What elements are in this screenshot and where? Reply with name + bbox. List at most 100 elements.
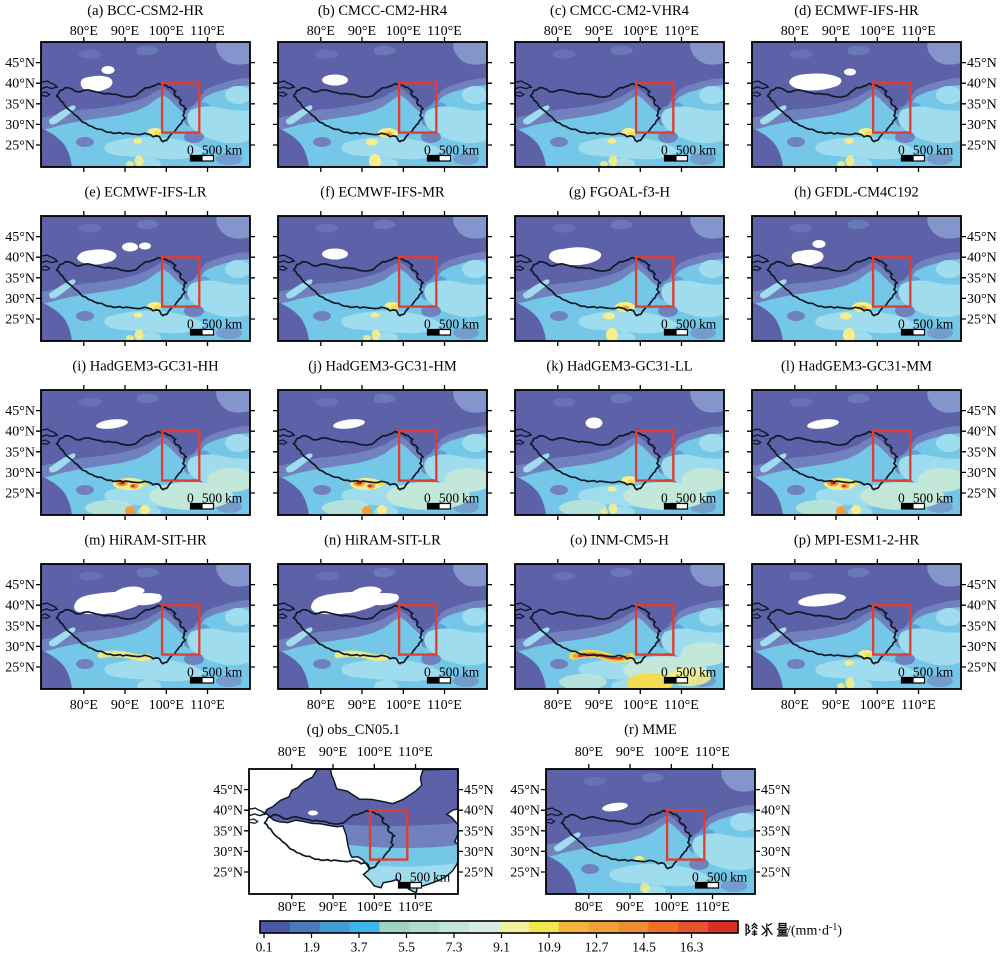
svg-text:45°N: 45°N	[5, 56, 35, 71]
svg-text:80°E: 80°E	[781, 698, 809, 713]
svg-text:35°N: 35°N	[464, 824, 494, 839]
svg-text:(b) CMCC-CM2-HR4: (b) CMCC-CM2-HR4	[318, 3, 448, 19]
svg-text:25°N: 25°N	[761, 866, 791, 881]
svg-text:25°N: 25°N	[967, 313, 997, 328]
svg-text:(e) ECMWF-IFS-LR: (e) ECMWF-IFS-LR	[84, 185, 206, 201]
svg-text:110°E: 110°E	[398, 900, 433, 915]
svg-text:30°N: 30°N	[5, 118, 35, 133]
svg-text:45°N: 45°N	[761, 783, 791, 798]
svg-text:(n) HiRAM-SIT-LR: (n) HiRAM-SIT-LR	[324, 533, 441, 549]
svg-text:110°E: 110°E	[427, 24, 462, 39]
svg-text:35°N: 35°N	[5, 97, 35, 112]
svg-text:(o) INM-CM5-H: (o) INM-CM5-H	[570, 533, 669, 549]
svg-text:25°N: 25°N	[510, 866, 540, 881]
svg-text:45°N: 45°N	[213, 783, 243, 798]
svg-text:30°N: 30°N	[213, 845, 243, 860]
svg-text:30°N: 30°N	[5, 640, 35, 655]
svg-text:(h) GFDL-CM4C192: (h) GFDL-CM4C192	[794, 185, 918, 201]
svg-text:30°N: 30°N	[464, 845, 494, 860]
svg-text:35°N: 35°N	[5, 271, 35, 286]
svg-text:100°E: 100°E	[860, 698, 895, 713]
svg-text:5.5: 5.5	[398, 940, 415, 955]
svg-text:(k) HadGEM3-GC31-LL: (k) HadGEM3-GC31-LL	[546, 359, 692, 375]
svg-text:90°E: 90°E	[822, 24, 850, 39]
svg-text:80°E: 80°E	[544, 24, 572, 39]
svg-text:25°N: 25°N	[5, 139, 35, 154]
svg-text:7.3: 7.3	[446, 940, 463, 955]
svg-text:90°E: 90°E	[111, 24, 139, 39]
svg-text:40°N: 40°N	[5, 599, 35, 614]
svg-text:90°E: 90°E	[585, 698, 613, 713]
svg-text:25°N: 25°N	[5, 661, 35, 676]
svg-text:/(mm·d-1): /(mm·d-1)	[787, 922, 842, 939]
svg-text:100°E: 100°E	[357, 900, 392, 915]
svg-text:30°N: 30°N	[510, 845, 540, 860]
svg-text:100°E: 100°E	[623, 24, 658, 39]
svg-text:(j) HadGEM3-GC31-HM: (j) HadGEM3-GC31-HM	[308, 359, 457, 375]
svg-text:35°N: 35°N	[967, 97, 997, 112]
svg-text:90°E: 90°E	[348, 698, 376, 713]
svg-text:(i) HadGEM3-GC31-HH: (i) HadGEM3-GC31-HH	[72, 359, 219, 375]
svg-text:9.1: 9.1	[493, 940, 510, 955]
svg-text:35°N: 35°N	[967, 445, 997, 460]
svg-text:45°N: 45°N	[5, 404, 35, 419]
svg-text:40°N: 40°N	[5, 77, 35, 92]
svg-text:30°N: 30°N	[5, 292, 35, 307]
svg-text:45°N: 45°N	[967, 404, 997, 419]
svg-text:30°N: 30°N	[5, 466, 35, 481]
svg-text:14.5: 14.5	[632, 940, 656, 955]
svg-text:40°N: 40°N	[5, 251, 35, 266]
svg-text:90°E: 90°E	[616, 745, 644, 760]
svg-text:100°E: 100°E	[386, 24, 421, 39]
svg-text:100°E: 100°E	[654, 900, 689, 915]
svg-text:(c) CMCC-CM2-VHR4: (c) CMCC-CM2-VHR4	[550, 3, 690, 19]
svg-text:(p) MPI-ESM1-2-HR: (p) MPI-ESM1-2-HR	[794, 533, 920, 549]
svg-text:16.3: 16.3	[680, 940, 704, 955]
svg-text:90°E: 90°E	[585, 24, 613, 39]
svg-text:25°N: 25°N	[464, 866, 494, 881]
svg-text:25°N: 25°N	[967, 487, 997, 502]
svg-text:25°N: 25°N	[5, 313, 35, 328]
svg-text:100°E: 100°E	[654, 745, 689, 760]
svg-text:90°E: 90°E	[319, 900, 347, 915]
svg-text:35°N: 35°N	[213, 824, 243, 839]
svg-text:110°E: 110°E	[398, 745, 433, 760]
svg-text:25°N: 25°N	[967, 139, 997, 154]
svg-text:35°N: 35°N	[967, 619, 997, 634]
svg-text:100°E: 100°E	[357, 745, 392, 760]
svg-text:100°E: 100°E	[623, 698, 658, 713]
svg-text:3.7: 3.7	[351, 940, 368, 955]
svg-text:35°N: 35°N	[761, 824, 791, 839]
svg-text:45°N: 45°N	[464, 783, 494, 798]
svg-text:110°E: 110°E	[901, 24, 936, 39]
svg-text:30°N: 30°N	[761, 845, 791, 860]
svg-text:110°E: 110°E	[190, 698, 225, 713]
svg-text:30°N: 30°N	[967, 292, 997, 307]
svg-text:(m) HiRAM-SIT-HR: (m) HiRAM-SIT-HR	[84, 533, 207, 549]
svg-text:110°E: 110°E	[190, 24, 225, 39]
svg-text:(l) HadGEM3-GC31-MM: (l) HadGEM3-GC31-MM	[781, 359, 932, 375]
svg-text:100°E: 100°E	[386, 698, 421, 713]
svg-text:40°N: 40°N	[761, 804, 791, 819]
svg-text:(a) BCC-CSM2-HR: (a) BCC-CSM2-HR	[87, 3, 204, 19]
svg-text:90°E: 90°E	[348, 24, 376, 39]
svg-text:40°N: 40°N	[464, 804, 494, 819]
svg-text:80°E: 80°E	[70, 698, 98, 713]
svg-text:110°E: 110°E	[427, 698, 462, 713]
svg-text:35°N: 35°N	[5, 445, 35, 460]
svg-text:40°N: 40°N	[967, 599, 997, 614]
svg-text:25°N: 25°N	[213, 866, 243, 881]
svg-text:80°E: 80°E	[575, 745, 603, 760]
svg-text:110°E: 110°E	[664, 698, 699, 713]
svg-text:(g) FGOAL-f3-H: (g) FGOAL-f3-H	[569, 185, 671, 201]
svg-text:110°E: 110°E	[695, 745, 730, 760]
svg-text:90°E: 90°E	[319, 745, 347, 760]
svg-text:110°E: 110°E	[695, 900, 730, 915]
svg-text:0.1: 0.1	[256, 940, 273, 955]
svg-text:45°N: 45°N	[967, 56, 997, 71]
svg-text:80°E: 80°E	[781, 24, 809, 39]
svg-text:35°N: 35°N	[967, 271, 997, 286]
svg-text:45°N: 45°N	[967, 230, 997, 245]
svg-text:100°E: 100°E	[860, 24, 895, 39]
svg-text:40°N: 40°N	[5, 425, 35, 440]
